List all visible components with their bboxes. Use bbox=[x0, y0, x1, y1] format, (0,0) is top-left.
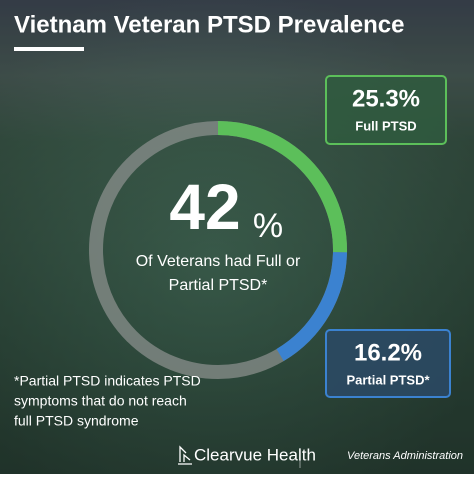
stat-value: 25.3% bbox=[352, 85, 420, 112]
chart-title: Vietnam Veteran PTSD Prevalence bbox=[14, 11, 404, 38]
footnote: *Partial PTSD indicates PTSD bbox=[14, 373, 201, 389]
legend-label: Full PTSD bbox=[355, 118, 416, 133]
center-unit: % bbox=[253, 207, 283, 245]
stat-box bbox=[325, 75, 447, 145]
donut-arc bbox=[276, 252, 347, 362]
center-text: Partial PTSD* bbox=[169, 277, 268, 294]
brand: Clearvue Health bbox=[194, 445, 316, 464]
source: Veterans Administration bbox=[347, 450, 463, 462]
stat-value: 16.2% bbox=[354, 339, 422, 366]
title-underline bbox=[14, 47, 84, 51]
footnote: symptoms that do not reach bbox=[14, 393, 187, 409]
stat-box bbox=[325, 329, 451, 398]
brand-icon bbox=[178, 445, 192, 465]
footnote: full PTSD syndrome bbox=[14, 413, 139, 429]
center-text: Of Veterans had Full or bbox=[136, 253, 301, 270]
center-value: 42 bbox=[169, 171, 240, 243]
donut-arc bbox=[217, 121, 347, 253]
legend-label: Partial PTSD* bbox=[346, 372, 430, 387]
